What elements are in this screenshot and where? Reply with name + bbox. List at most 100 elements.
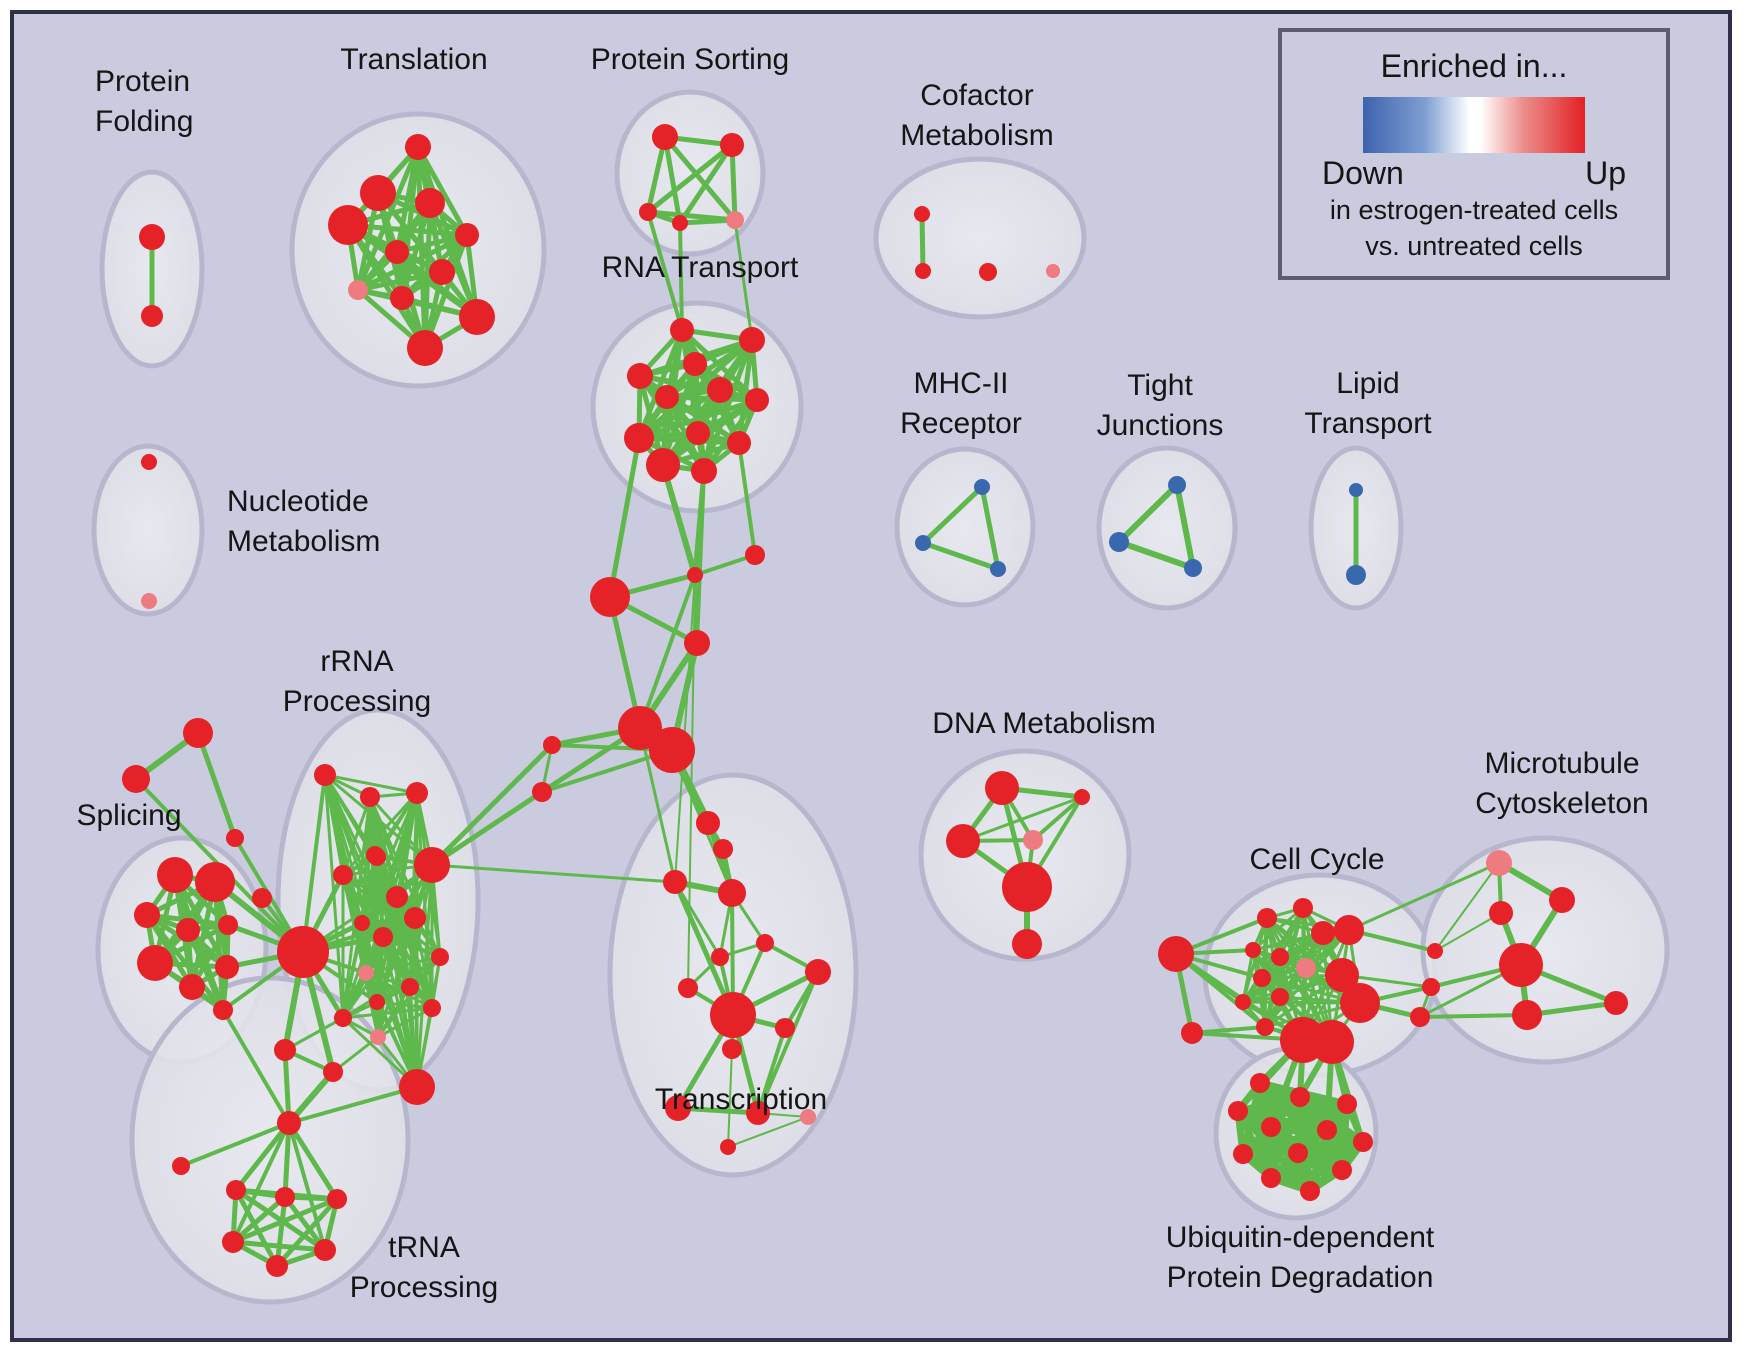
translation-node-4[interactable] — [455, 223, 479, 247]
cell_cycle-node-2[interactable] — [1257, 908, 1277, 928]
splicing-node-3[interactable] — [176, 918, 200, 942]
splicing-node-5[interactable] — [137, 945, 173, 981]
center-node-6[interactable] — [543, 736, 561, 754]
center-node-0[interactable] — [590, 577, 630, 617]
tight-node-2[interactable] — [1184, 559, 1202, 577]
splicing-node-8[interactable] — [213, 1000, 233, 1020]
transcription-node-12[interactable] — [746, 1101, 770, 1125]
rrna-node-24[interactable] — [323, 1062, 343, 1082]
transcription-node-0[interactable] — [696, 811, 720, 835]
cell_cycle-node-12[interactable] — [1271, 988, 1289, 1006]
center-node-7[interactable] — [532, 782, 552, 802]
rrna-node-16[interactable] — [358, 965, 374, 981]
protein_sorting-node-3[interactable] — [672, 215, 688, 231]
center-node-5[interactable] — [649, 727, 695, 773]
cell_cycle-node-5[interactable] — [1334, 915, 1364, 945]
rna_transport-node-5[interactable] — [655, 385, 679, 409]
tight-node-0[interactable] — [1168, 476, 1186, 494]
splicing-node-4[interactable] — [218, 915, 238, 935]
dna-node-0[interactable] — [985, 771, 1019, 805]
trna-node-0[interactable] — [277, 1111, 301, 1135]
translation-node-2[interactable] — [415, 188, 445, 218]
ubiquitin-node-1[interactable] — [1290, 1087, 1310, 1107]
cofactor-node-3[interactable] — [1046, 264, 1060, 278]
transcription-node-1[interactable] — [713, 839, 733, 859]
translation-node-0[interactable] — [405, 134, 431, 160]
ubiquitin-node-4[interactable] — [1261, 1117, 1281, 1137]
rrna-node-12[interactable] — [368, 848, 386, 866]
transcription-node-10[interactable] — [722, 1039, 742, 1059]
center-node-2[interactable] — [745, 545, 765, 565]
dna-node-3[interactable] — [1023, 830, 1043, 850]
splicing-node-6[interactable] — [179, 974, 205, 1000]
translation-node-10[interactable] — [407, 330, 443, 366]
rrna-node-11[interactable] — [386, 886, 408, 908]
cell_cycle-node-0[interactable] — [1158, 936, 1194, 972]
center-node-1[interactable] — [687, 567, 703, 583]
rrna-node-0[interactable] — [183, 718, 213, 748]
microtubule-node-7[interactable] — [1512, 1000, 1542, 1030]
cell_cycle-node-1[interactable] — [1181, 1022, 1203, 1044]
cell_cycle-node-13[interactable] — [1340, 983, 1380, 1023]
microtubule-node-3[interactable] — [1499, 943, 1543, 987]
cell_cycle-node-3[interactable] — [1293, 898, 1313, 918]
trna-node-3[interactable] — [275, 1187, 295, 1207]
cell_cycle-node-14[interactable] — [1256, 1018, 1274, 1036]
cell_cycle-node-11[interactable] — [1235, 994, 1251, 1010]
lipid-node-0[interactable] — [1349, 483, 1363, 497]
ubiquitin-node-7[interactable] — [1233, 1144, 1253, 1164]
microtubule-node-1[interactable] — [1549, 887, 1575, 913]
center-node-4[interactable] — [618, 706, 662, 750]
protein_folding-node-1[interactable] — [141, 305, 163, 327]
dna-node-2[interactable] — [946, 824, 980, 858]
center-node-3[interactable] — [684, 630, 710, 656]
cell_cycle-node-16[interactable] — [1310, 1020, 1354, 1064]
transcription-node-3[interactable] — [718, 879, 746, 907]
transcription-node-13[interactable] — [800, 1109, 816, 1125]
mhc-node-1[interactable] — [915, 535, 931, 551]
rna_transport-node-8[interactable] — [624, 423, 654, 453]
protein_folding-node-0[interactable] — [139, 224, 165, 250]
rrna-node-15[interactable] — [404, 907, 426, 929]
protein_sorting-node-4[interactable] — [726, 211, 744, 229]
transcription-node-5[interactable] — [756, 934, 774, 952]
microtubule-node-4[interactable] — [1427, 943, 1443, 959]
translation-node-7[interactable] — [348, 280, 368, 300]
rrna-node-17[interactable] — [431, 948, 449, 966]
rrna-node-9[interactable] — [333, 865, 353, 885]
rna_transport-node-11[interactable] — [691, 458, 717, 484]
trna-node-6[interactable] — [314, 1239, 336, 1261]
trna-node-2[interactable] — [226, 1180, 246, 1200]
mhc-node-2[interactable] — [990, 561, 1006, 577]
ubiquitin-node-5[interactable] — [1317, 1120, 1337, 1140]
translation-node-3[interactable] — [328, 205, 368, 245]
trna-node-1[interactable] — [172, 1157, 190, 1175]
rna_transport-node-6[interactable] — [745, 388, 769, 412]
tight-node-1[interactable] — [1109, 532, 1129, 552]
rrna-node-20[interactable] — [423, 999, 441, 1017]
transcription-node-11[interactable] — [665, 1095, 691, 1121]
rrna-node-13[interactable] — [354, 915, 370, 931]
microtubule-node-8[interactable] — [1604, 991, 1628, 1015]
rna_transport-node-7[interactable] — [686, 421, 710, 445]
rrna-node-22[interactable] — [370, 1029, 386, 1045]
protein_sorting-node-1[interactable] — [720, 133, 744, 157]
cell_cycle-node-4[interactable] — [1311, 921, 1335, 945]
rna_transport-node-2[interactable] — [683, 352, 707, 376]
rna_transport-node-4[interactable] — [707, 377, 733, 403]
splicing-node-7[interactable] — [215, 955, 239, 979]
rrna-node-4[interactable] — [252, 888, 272, 908]
microtubule-node-0[interactable] — [1486, 850, 1512, 876]
rna_transport-node-0[interactable] — [670, 318, 694, 342]
cofactor-node-2[interactable] — [979, 263, 997, 281]
cell_cycle-node-7[interactable] — [1271, 948, 1289, 966]
protein_sorting-node-2[interactable] — [639, 203, 657, 221]
ubiquitin-node-6[interactable] — [1353, 1132, 1373, 1152]
translation-node-9[interactable] — [459, 299, 495, 335]
transcription-node-2[interactable] — [663, 870, 687, 894]
microtubule-node-6[interactable] — [1410, 1007, 1430, 1027]
ubiquitin-node-9[interactable] — [1261, 1168, 1281, 1188]
cofactor-node-0[interactable] — [914, 206, 930, 222]
splicing-node-0[interactable] — [157, 857, 193, 893]
ubiquitin-node-3[interactable] — [1228, 1101, 1248, 1121]
